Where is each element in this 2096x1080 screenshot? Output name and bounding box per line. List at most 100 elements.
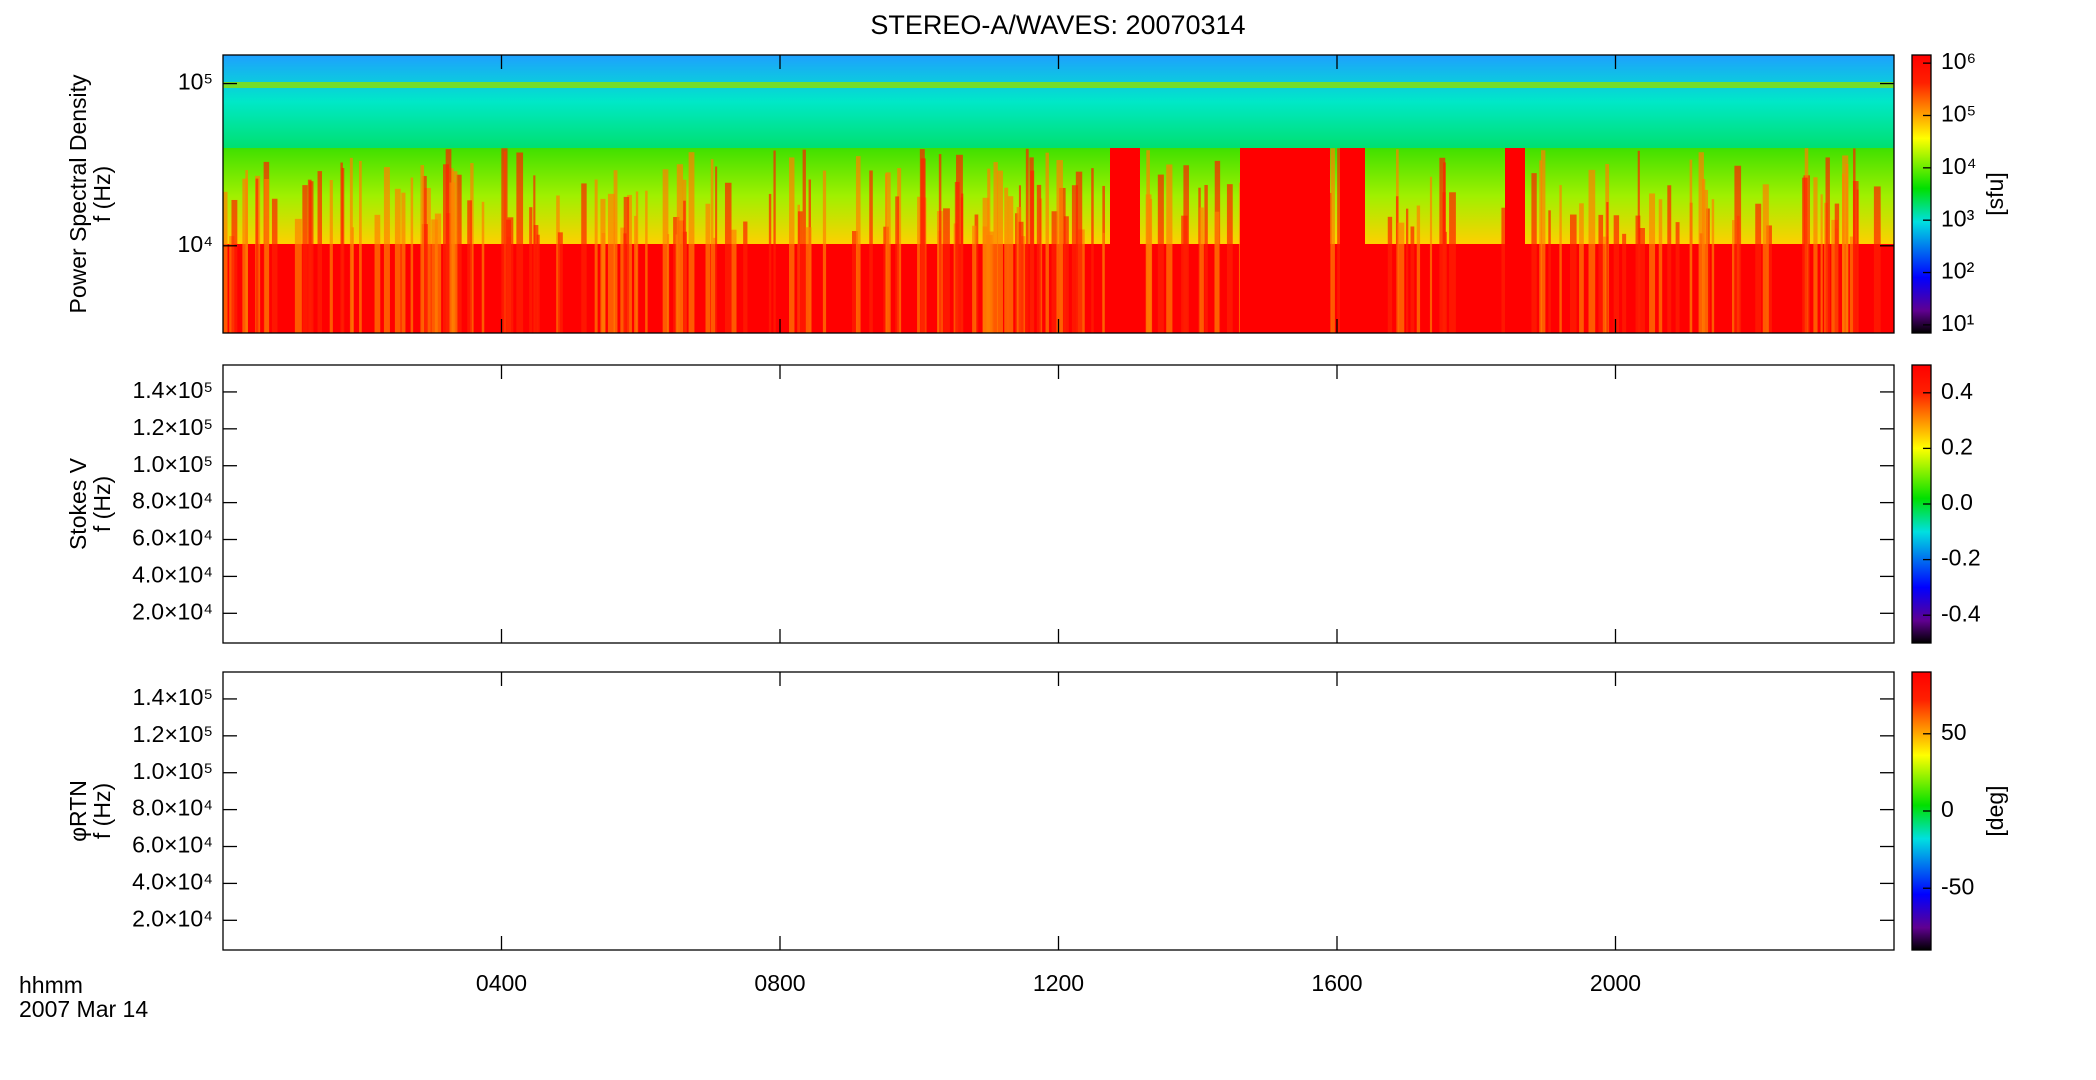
chart-title: STEREO-A/WAVES: 20070314 [870, 10, 1245, 40]
streak [1036, 184, 1042, 333]
streak [895, 196, 900, 333]
colorbar-tick-label: 10² [1941, 258, 1975, 284]
colorbar-tick-label: 10³ [1941, 205, 1975, 231]
y-tick-label: 10⁵ [178, 69, 213, 95]
streak [1387, 216, 1393, 333]
streak [1397, 222, 1405, 333]
streak [1845, 163, 1849, 333]
colorbar-tick-label: 0.0 [1941, 489, 1973, 515]
streak [1063, 216, 1069, 333]
colorbar-tick-label: -50 [1941, 873, 1974, 899]
colorbar-tick-label: 0.4 [1941, 378, 1973, 404]
streak [688, 152, 695, 333]
plot-frame [222, 364, 1895, 644]
y-tick-label: 1.0×10⁵ [132, 758, 213, 784]
y-axis-label: φRTN [65, 780, 91, 842]
streak [768, 193, 772, 333]
streak [420, 165, 425, 333]
streak [802, 149, 806, 333]
colorbar-tick-label: -0.4 [1941, 600, 1981, 626]
y-tick-label: 8.0×10⁴ [132, 795, 213, 821]
streak [997, 170, 1003, 333]
streak [1825, 157, 1830, 333]
streak [1102, 232, 1105, 333]
streak [1834, 203, 1840, 333]
streak [1658, 199, 1663, 333]
streak [667, 234, 670, 333]
streak [1199, 207, 1204, 333]
streak [724, 182, 732, 333]
streak [1638, 228, 1645, 333]
y-axis-label: Stokes V [65, 457, 91, 550]
streak [635, 191, 639, 333]
streak [443, 164, 449, 333]
streak [743, 221, 748, 333]
x-tick-label: 2000 [1590, 970, 1641, 996]
streak [223, 191, 228, 333]
spectrogram-image [223, 55, 1894, 333]
streak [919, 149, 925, 333]
date-label: 2007 Mar 14 [19, 996, 148, 1022]
streak [1852, 181, 1859, 333]
streak [1704, 189, 1709, 333]
streak [410, 177, 414, 333]
streak [481, 201, 485, 333]
streak [307, 179, 312, 333]
streak [1539, 160, 1543, 333]
streak [1579, 203, 1584, 333]
streak [1025, 148, 1029, 333]
streak [773, 150, 776, 333]
streak [805, 227, 812, 333]
streak [1439, 157, 1446, 333]
streak [1842, 173, 1845, 333]
y-tick-label: 8.0×10⁴ [132, 488, 213, 514]
colorbar-tick-label: -0.2 [1941, 545, 1981, 571]
streak [1598, 214, 1604, 333]
streak [255, 178, 259, 333]
streak [1429, 176, 1433, 333]
colorbar-tick-label: 50 [1941, 719, 1967, 745]
streak [383, 167, 390, 333]
streak [620, 227, 625, 333]
streak [681, 231, 687, 333]
streak [1018, 221, 1024, 333]
streak [1406, 208, 1409, 333]
streak [972, 225, 977, 333]
streak [627, 194, 632, 333]
streak [601, 233, 606, 333]
streak [1842, 155, 1849, 333]
y-tick-label: 6.0×10⁴ [132, 832, 213, 858]
streak [1622, 233, 1627, 333]
streak [731, 229, 737, 333]
y-axis-label: f (Hz) [89, 476, 115, 532]
streak [1395, 196, 1399, 333]
streak [1337, 148, 1341, 333]
streak [401, 192, 406, 333]
streak [988, 231, 994, 333]
streak [1548, 210, 1551, 333]
colorbar-tick-label: 10⁵ [1941, 101, 1976, 127]
streak [1183, 165, 1189, 333]
streak [1755, 203, 1762, 333]
streak [1831, 219, 1839, 333]
streak [623, 196, 630, 333]
streak [943, 208, 950, 333]
streak [634, 215, 637, 333]
y-tick-label: 1.2×10⁵ [132, 414, 213, 440]
colorbar-tick-label: 0 [1941, 796, 1954, 822]
y-tick-label: 1.2×10⁵ [132, 721, 213, 747]
y-tick-label: 2.0×10⁴ [132, 905, 213, 931]
y-axis-label: f (Hz) [89, 166, 115, 222]
streak [467, 200, 472, 333]
streak [1606, 202, 1609, 333]
streak [434, 213, 442, 333]
streak [533, 225, 539, 333]
streak [713, 237, 716, 333]
y-axis-label: Power Spectral Density [65, 74, 91, 314]
streak [1071, 185, 1078, 333]
streak [507, 217, 514, 333]
streak [1091, 168, 1094, 333]
streak [581, 183, 587, 333]
streak [1711, 199, 1715, 333]
streak [676, 164, 684, 333]
